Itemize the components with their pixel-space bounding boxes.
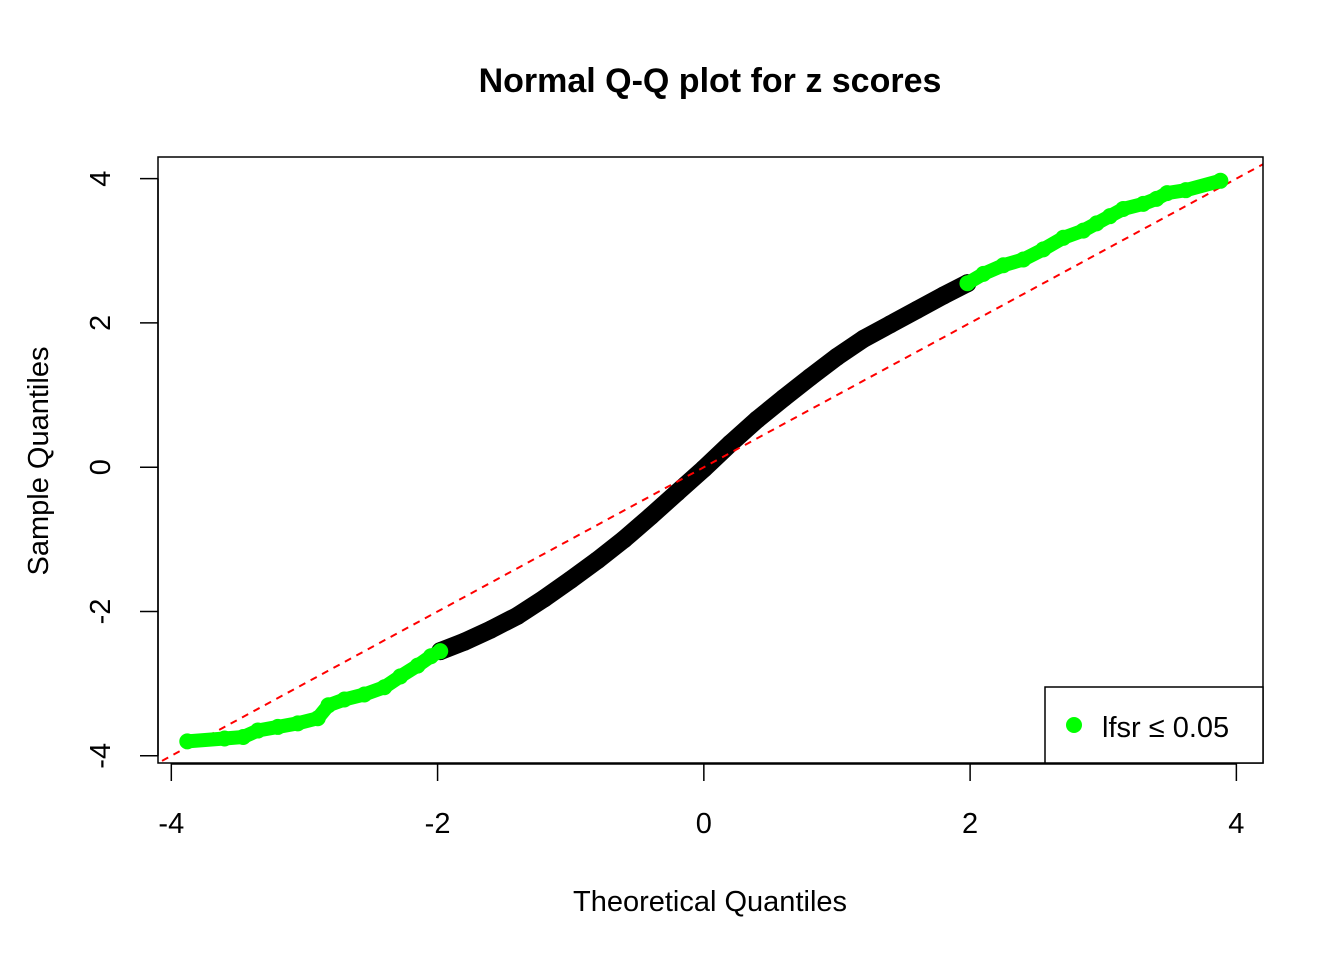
data-point bbox=[455, 632, 474, 651]
data-point bbox=[1159, 185, 1176, 202]
data-point bbox=[641, 507, 660, 526]
data-point bbox=[1212, 172, 1229, 189]
data-point bbox=[289, 715, 306, 732]
data-point bbox=[561, 570, 580, 589]
data-point bbox=[934, 286, 953, 305]
x-tick-label: 4 bbox=[1228, 808, 1244, 840]
data-point bbox=[721, 434, 740, 453]
data-point bbox=[1088, 215, 1105, 232]
data-point bbox=[1101, 208, 1118, 225]
data-point bbox=[1035, 241, 1052, 258]
x-axis-label: Theoretical Quantiles bbox=[573, 886, 847, 918]
data-point bbox=[748, 410, 767, 429]
data-point bbox=[356, 686, 373, 703]
data-point bbox=[668, 483, 687, 502]
legend: lfsr ≤ 0.05 bbox=[1044, 686, 1264, 764]
data-point bbox=[907, 300, 926, 319]
data-point bbox=[320, 697, 337, 714]
y-tick-label: 2 bbox=[85, 315, 117, 331]
legend-box bbox=[1044, 686, 1264, 764]
legend-marker bbox=[1066, 717, 1082, 733]
data-point bbox=[774, 388, 793, 407]
data-point bbox=[535, 589, 554, 608]
data-point bbox=[854, 329, 873, 348]
data-point bbox=[694, 459, 713, 478]
data-point bbox=[432, 643, 449, 660]
y-tick-label: 0 bbox=[85, 459, 117, 475]
data-point bbox=[881, 315, 900, 334]
y-tick-label: -2 bbox=[85, 599, 117, 625]
data-point bbox=[508, 606, 527, 625]
data-point bbox=[1055, 229, 1072, 246]
data-point bbox=[1115, 200, 1132, 217]
data-point bbox=[179, 733, 196, 750]
data-point bbox=[1135, 195, 1152, 212]
data-point bbox=[216, 730, 233, 747]
data-point bbox=[269, 718, 286, 735]
data-point bbox=[392, 668, 409, 685]
x-tick-label: 2 bbox=[962, 808, 978, 840]
data-point bbox=[336, 691, 353, 708]
x-tick-label: 0 bbox=[696, 808, 712, 840]
data-point bbox=[1177, 182, 1194, 199]
y-tick-label: -4 bbox=[85, 743, 117, 769]
data-point bbox=[827, 347, 846, 366]
data-point bbox=[959, 275, 976, 292]
data-point bbox=[588, 551, 607, 570]
data-point bbox=[481, 620, 500, 639]
series-green-lower-tail bbox=[180, 644, 448, 749]
data-point bbox=[409, 657, 426, 674]
data-point bbox=[249, 722, 266, 739]
data-point bbox=[1015, 251, 1032, 268]
x-tick-label: -4 bbox=[158, 808, 184, 840]
data-point bbox=[995, 257, 1012, 274]
data-point bbox=[975, 265, 992, 282]
data-point bbox=[614, 530, 633, 549]
data-point bbox=[1075, 222, 1092, 239]
y-tick-label: 4 bbox=[85, 171, 117, 187]
legend-label: lfsr ≤ 0.05 bbox=[1102, 712, 1229, 744]
y-axis-label: Sample Quantiles bbox=[23, 347, 55, 576]
y-axis: -4 -2 0 2 4 bbox=[85, 171, 159, 769]
data-point bbox=[235, 729, 252, 746]
data-point bbox=[376, 679, 393, 696]
x-tick-label: -2 bbox=[425, 808, 451, 840]
data-point bbox=[801, 368, 820, 387]
x-axis: -4 -2 0 2 4 bbox=[158, 763, 1244, 840]
chart-title: Normal Q-Q plot for z scores bbox=[479, 62, 942, 100]
data-point bbox=[309, 710, 326, 727]
plot-marks bbox=[158, 163, 1263, 763]
